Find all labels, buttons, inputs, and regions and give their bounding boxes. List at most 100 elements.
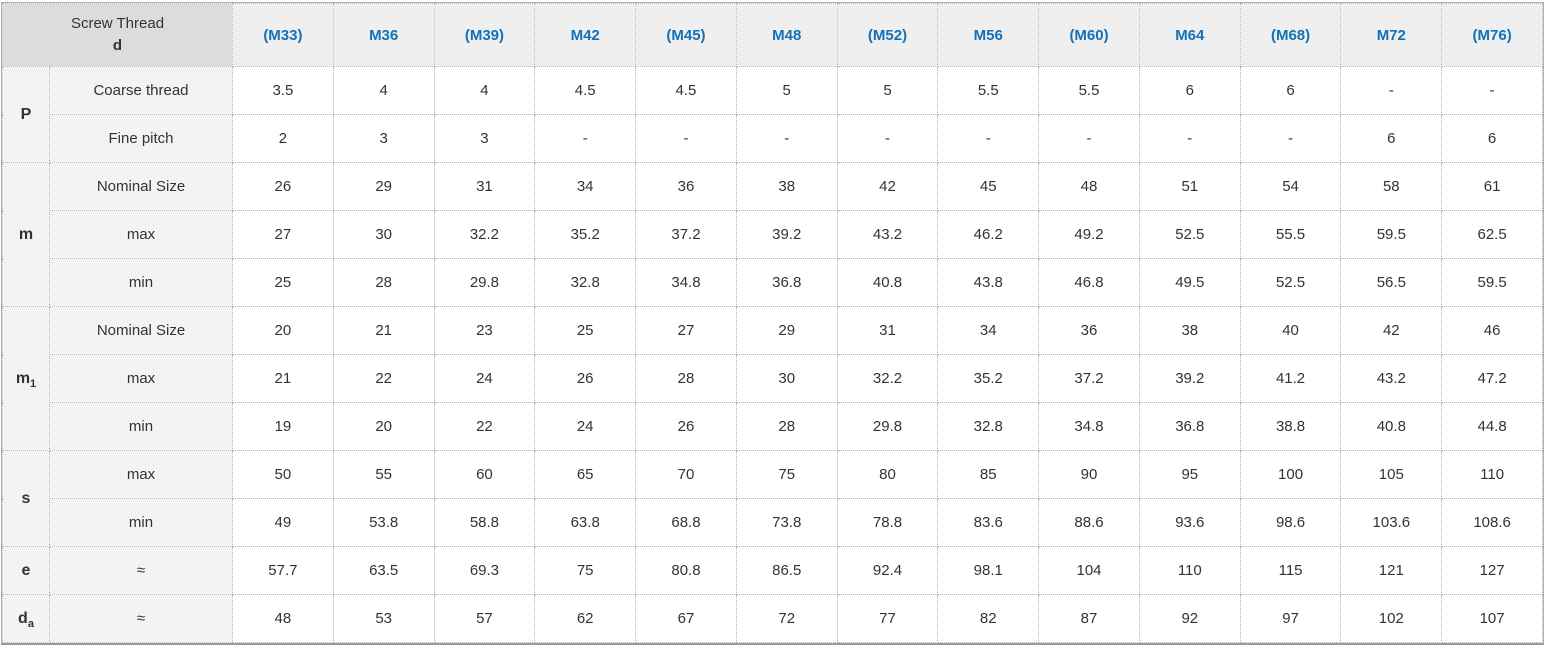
corner-header-cell: Screw Thread d (1, 3, 234, 67)
data-cell: - (534, 114, 637, 163)
data-cell: 25 (232, 258, 334, 307)
data-cell: 59.5 (1340, 210, 1443, 259)
header-row: Screw Thread d (M33) M36 (M39) M42 (M45) M48(… (1, 3, 1543, 67)
data-cell: 90 (1038, 450, 1140, 499)
row-sublabel: Fine pitch (48, 114, 234, 163)
data-cell: 67 (635, 594, 737, 643)
group-label-base: m (15, 369, 31, 387)
data-cell: 28 (332, 258, 435, 307)
column-header: M36 (332, 3, 435, 67)
row-sublabel: min (48, 402, 234, 451)
data-cell: 21 (332, 306, 435, 355)
data-cell: 22 (433, 402, 536, 451)
data-cell: 53.8 (332, 498, 435, 547)
column-header: (M39) (433, 3, 536, 67)
data-cell: 52.5 (1239, 258, 1342, 307)
data-cell: 43.2 (836, 210, 939, 259)
data-cell: 23 (433, 306, 536, 355)
data-cell: - (1138, 114, 1241, 163)
data-cell: - (836, 114, 939, 163)
data-cell: 44.8 (1441, 402, 1543, 451)
data-cell: 6 (1441, 114, 1543, 163)
data-cell: 37.2 (635, 210, 737, 259)
data-cell: 31 (836, 306, 939, 355)
data-cell: 26 (232, 162, 334, 211)
data-cell: 5 (735, 66, 838, 115)
data-cell: 40.8 (836, 258, 939, 307)
data-cell: 65 (534, 450, 637, 499)
data-cell: 110 (1138, 546, 1241, 595)
data-cell: 34 (937, 306, 1040, 355)
data-cell: 48 (232, 594, 334, 643)
data-cell: 22 (332, 354, 435, 403)
data-cell: 36 (635, 162, 737, 211)
data-cell: 42 (836, 162, 939, 211)
column-header: (M68) (1239, 3, 1342, 67)
row-group-label: m (2, 162, 50, 307)
data-cell: 50 (232, 450, 334, 499)
data-cell: 57 (433, 594, 536, 643)
table-row: P Coarse thread 3.5 4 4 4.5 4.5 5 5 5.5 5.5 6 6- - (2, 66, 1543, 163)
data-cell: 47.2 (1441, 354, 1543, 403)
data-cell: 28 (635, 354, 737, 403)
group-label-base: e (21, 561, 31, 579)
column-header: M64 (1138, 3, 1241, 67)
data-cell: 4.5 (534, 66, 637, 115)
data-cell: 34.8 (1038, 402, 1140, 451)
data-cell: 92 (1138, 594, 1241, 643)
table-row: s max 50 55 60 65 70 75 80 85 90 95 100 105 110 (2, 450, 1543, 547)
data-cell: 35.2 (937, 354, 1040, 403)
table-body: P Coarse thread 3.5 4 4 4.5 4.5 5 5 5.5 5.5 6 6- - Fin… (2, 66, 1543, 643)
data-cell: 46.2 (937, 210, 1040, 259)
data-cell: 80.8 (635, 546, 737, 595)
data-cell: 49.2 (1038, 210, 1140, 259)
row-sublabel: Coarse thread (48, 66, 234, 115)
table-row: m1 Nominal Size 20 21 23 25 27 29 31 34 36 38 40 42 46 (2, 306, 1543, 451)
data-cell: 85 (937, 450, 1040, 499)
row-group-label: P (2, 66, 50, 163)
data-cell: 46 (1441, 306, 1543, 355)
data-cell: 98.1 (937, 546, 1040, 595)
data-cell: 49.5 (1138, 258, 1241, 307)
data-cell: 70 (635, 450, 737, 499)
data-cell: 92.4 (836, 546, 939, 595)
data-cell: 83.6 (937, 498, 1040, 547)
data-cell: 35.2 (534, 210, 637, 259)
row-group-label: s (2, 450, 50, 547)
row-sublabel: max (48, 354, 234, 403)
data-cell: 41.2 (1239, 354, 1342, 403)
data-cell: 97 (1239, 594, 1342, 643)
data-cell: 110 (1441, 450, 1543, 499)
table-row: min 49 53.8 58.8 63.8 68.8 73.8 78.8 83.6 88.6 93.… (3, 498, 1543, 547)
data-cell: 30 (332, 210, 435, 259)
data-cell: 51 (1138, 162, 1241, 211)
data-cell: 6 (1239, 66, 1342, 115)
row-sublabel: max (48, 210, 234, 259)
data-cell: 3 (433, 114, 536, 163)
data-cell: 77 (836, 594, 939, 643)
data-cell: 20 (232, 306, 334, 355)
data-cell: - (1340, 66, 1443, 115)
column-header: M56 (937, 3, 1040, 67)
table-row: e ≈57.7 63.5 69.3 75 80.8 86.5 92.4 98.1 104 110 11… (2, 546, 1543, 595)
data-cell: 69.3 (433, 546, 536, 595)
row-group-label: e (2, 546, 50, 595)
thread-diameter-symbol: d (112, 37, 123, 54)
data-cell: 53 (332, 594, 435, 643)
data-cell: 21 (232, 354, 334, 403)
row-group-label: m1 (2, 306, 50, 451)
data-cell: 36.8 (1138, 402, 1241, 451)
data-cell: 37.2 (1038, 354, 1140, 403)
data-cell: 32.2 (836, 354, 939, 403)
data-cell: 5.5 (1038, 66, 1140, 115)
data-cell: 43.8 (937, 258, 1040, 307)
data-cell: 95 (1138, 450, 1241, 499)
data-cell: 29.8 (433, 258, 536, 307)
data-cell: 87 (1038, 594, 1140, 643)
data-cell: 55.5 (1239, 210, 1342, 259)
table-row: m Nominal Size 26 29 31 34 36 38 42 45 48 51 54 58 61 (2, 162, 1543, 307)
data-cell: 73.8 (735, 498, 838, 547)
column-header: M48 (735, 3, 838, 67)
data-cell: 82 (937, 594, 1040, 643)
